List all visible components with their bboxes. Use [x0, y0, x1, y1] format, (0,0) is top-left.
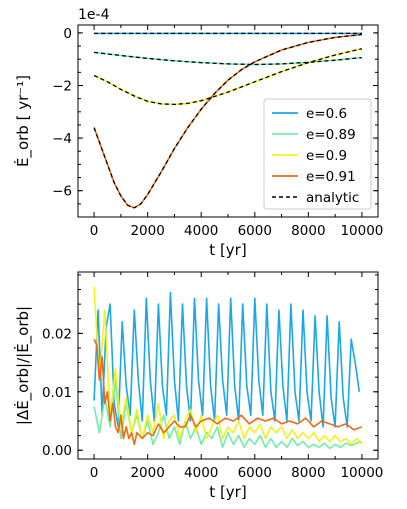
y-tick-label: −6 — [52, 184, 72, 200]
top-panel-series — [93, 32, 363, 209]
y-tick-label: 0.02 — [42, 326, 72, 342]
bottom-panel-ylabel: |ΔĖ_orb|/|Ė_orb| — [13, 306, 33, 425]
x-tick-label: 4000 — [184, 223, 218, 239]
x-tick-label: 0 — [90, 223, 99, 239]
series-line-e-0-9 — [93, 286, 363, 446]
series-line-e-0-6 — [93, 291, 361, 428]
legend-label: e=0.91 — [306, 169, 356, 185]
top-panel-ylabel: Ė_orb [ yr⁻¹] — [13, 75, 33, 167]
top-panel-multiplier: 1e-4 — [78, 7, 110, 23]
x-tick-label: 2000 — [130, 465, 164, 481]
analytic-line-e-0-91 — [93, 33, 362, 209]
x-tick-label: 10000 — [340, 465, 383, 481]
top-panel-ticks: 0 2000 4000 6000 8000 10000 0 −2 −4 −6 — [52, 25, 383, 239]
bottom-panel-series — [93, 286, 363, 450]
x-tick-label: 8000 — [291, 465, 325, 481]
x-tick-label: 8000 — [291, 223, 325, 239]
legend: e=0.6 e=0.89 e=0.9 e=0.91 analytic — [263, 98, 372, 210]
bottom-panel-xlabel: t [yr] — [209, 483, 246, 501]
legend-box — [263, 98, 372, 210]
legend-label: analytic — [306, 190, 359, 206]
x-tick-label: 4000 — [184, 465, 218, 481]
analytic-line-e-0-9 — [93, 48, 363, 106]
y-tick-label: −4 — [52, 131, 72, 147]
x-tick-label: 10000 — [340, 223, 383, 239]
analytic-line-e-0-89 — [94, 51, 362, 66]
y-tick-label: −2 — [52, 78, 72, 94]
y-tick-label: 0.01 — [42, 385, 72, 401]
legend-label: e=0.9 — [306, 148, 347, 164]
x-tick-label: 2000 — [130, 223, 164, 239]
bottom-panel: 0 2000 4000 6000 8000 10000 0.00 0.01 0.02 t [yr… — [13, 271, 383, 501]
bottom-panel-ticks: 0 2000 4000 6000 8000 10000 0.00 0.01 0.02 — [42, 272, 383, 481]
legend-label: e=0.89 — [306, 127, 356, 143]
top-panel: 0 2000 4000 6000 8000 10000 0 −2 −4 −6 1e-4 t [yr… — [13, 7, 383, 259]
x-tick-label: 0 — [90, 465, 99, 481]
series-line-e-0-91 — [93, 338, 363, 446]
y-tick-label: 0 — [63, 26, 72, 42]
legend-label: e=0.6 — [306, 106, 347, 122]
x-tick-label: 6000 — [238, 223, 272, 239]
y-tick-label: 0.00 — [42, 443, 72, 459]
x-tick-label: 6000 — [238, 465, 272, 481]
top-panel-xlabel: t [yr] — [209, 241, 246, 259]
